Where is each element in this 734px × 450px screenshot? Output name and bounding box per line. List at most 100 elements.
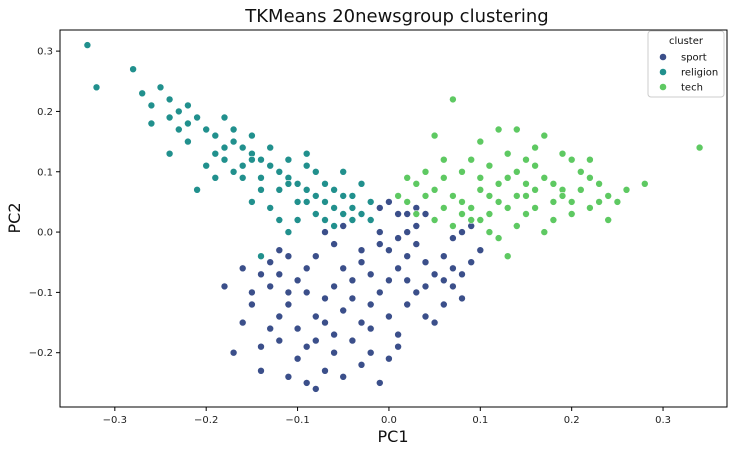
point-religion-41: [339, 192, 348, 200]
legend-marker-tech: [659, 83, 667, 91]
point-religion-9: [184, 101, 192, 110]
point-sport-51: [394, 330, 402, 339]
series-sport: [220, 198, 485, 393]
point-tech-35: [467, 155, 476, 164]
point-religion-50: [266, 204, 275, 212]
point-religion-55: [357, 180, 366, 188]
point-tech-70: [430, 131, 439, 140]
point-sport-80: [275, 312, 284, 321]
point-sport-73: [375, 240, 384, 248]
point-tech-5: [595, 180, 603, 188]
point-religion-57: [284, 228, 293, 236]
chart-title: TKMeans 20newsgroup clustering: [244, 6, 548, 27]
y-tick-label: −0.2: [29, 348, 53, 359]
point-sport-78: [311, 336, 320, 345]
plot-frame: [59, 29, 728, 408]
point-religion-39: [321, 180, 329, 188]
point-sport-29: [375, 204, 384, 212]
point-tech-7: [576, 168, 585, 176]
point-religion-28: [357, 210, 366, 218]
point-religion-72: [330, 186, 338, 194]
point-religion-63: [175, 125, 183, 134]
point-sport-75: [403, 210, 412, 218]
point-tech-16: [494, 180, 503, 188]
point-sport-0: [275, 246, 284, 254]
point-sport-36: [439, 252, 448, 261]
point-tech-46: [586, 204, 594, 212]
point-religion-24: [321, 198, 329, 206]
point-religion-56: [257, 252, 265, 261]
point-tech-6: [586, 174, 594, 182]
point-tech-57: [522, 180, 530, 188]
point-sport-85: [421, 282, 430, 291]
point-religion-17: [257, 155, 265, 164]
point-tech-43: [531, 204, 539, 212]
point-sport-52: [403, 300, 412, 309]
x-tick-label: 0.2: [564, 415, 580, 426]
point-tech-27: [449, 95, 457, 104]
point-sport-27: [357, 246, 366, 254]
point-tech-65: [512, 192, 521, 200]
point-tech-1: [640, 180, 649, 188]
point-religion-64: [147, 101, 156, 110]
point-religion-52: [302, 149, 311, 158]
point-tech-24: [421, 192, 430, 200]
point-tech-71: [531, 161, 539, 170]
point-religion-68: [229, 125, 238, 134]
point-tech-20: [458, 198, 466, 206]
point-tech-58: [531, 186, 539, 194]
x-tick-label: −0.2: [194, 415, 218, 426]
point-tech-61: [485, 192, 494, 200]
point-tech-66: [522, 210, 530, 218]
point-tech-53: [540, 228, 549, 236]
point-tech-8: [567, 155, 576, 164]
point-religion-4: [147, 119, 156, 128]
point-sport-82: [348, 294, 357, 303]
point-sport-10: [302, 379, 311, 387]
point-sport-13: [339, 372, 348, 381]
point-sport-41: [421, 210, 430, 218]
point-sport-38: [458, 228, 466, 236]
point-religion-47: [193, 186, 201, 194]
point-religion-32: [257, 174, 265, 182]
point-sport-49: [348, 336, 357, 345]
point-religion-34: [275, 186, 284, 194]
legend-label-religion: religion: [681, 68, 718, 79]
point-sport-69: [321, 294, 329, 303]
point-sport-5: [238, 318, 247, 327]
point-tech-67: [503, 174, 512, 182]
point-sport-16: [385, 354, 393, 363]
point-religion-13: [220, 113, 229, 122]
point-tech-28: [494, 125, 503, 134]
point-tech-15: [503, 204, 512, 212]
point-sport-58: [458, 270, 466, 279]
point-sport-68: [284, 288, 293, 297]
point-tech-21: [449, 222, 457, 230]
y-tick-label: 0.3: [37, 47, 53, 58]
point-tech-56: [595, 198, 603, 206]
legend-label-sport: sport: [681, 53, 707, 64]
point-sport-91: [275, 270, 284, 279]
legend-label-tech: tech: [681, 83, 703, 94]
point-tech-41: [403, 174, 412, 182]
point-sport-74: [394, 234, 402, 242]
point-tech-48: [503, 252, 512, 261]
point-tech-64: [449, 192, 457, 200]
point-tech-49: [494, 234, 503, 242]
point-sport-42: [412, 222, 421, 230]
point-sport-99: [467, 258, 476, 267]
point-tech-10: [549, 198, 558, 206]
point-religion-37: [302, 161, 311, 170]
point-tech-25: [412, 210, 421, 218]
point-sport-44: [394, 264, 402, 273]
point-religion-1: [92, 83, 101, 92]
point-sport-19: [257, 366, 265, 375]
point-sport-15: [375, 379, 384, 387]
point-tech-68: [476, 174, 485, 182]
point-tech-0: [695, 143, 704, 152]
point-tech-50: [485, 228, 494, 236]
point-sport-3: [266, 282, 275, 291]
point-religion-30: [238, 161, 247, 170]
legend-box: [647, 30, 725, 98]
